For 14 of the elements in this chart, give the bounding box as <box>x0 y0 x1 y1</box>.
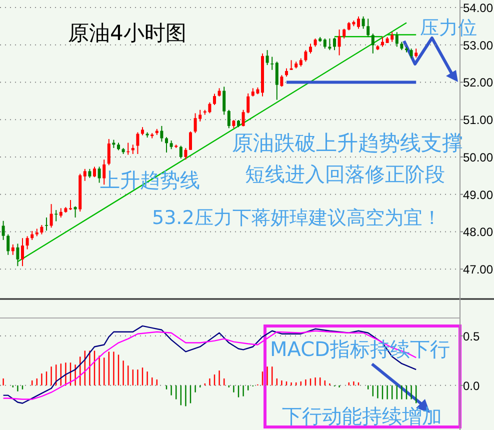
y-tick-label: 0.0 <box>463 378 480 393</box>
y-tick-label: 52.00 <box>463 76 494 90</box>
y-tick-label: 50.00 <box>463 150 494 164</box>
annotation: 短线进入回落修正阶段 <box>245 162 445 186</box>
y-tick-label: 49.00 <box>463 188 494 202</box>
y-tick-label: 0.5 <box>463 329 480 344</box>
annotation: 下行动能持续增加 <box>282 404 442 428</box>
y-tick-label: 48.00 <box>463 225 494 240</box>
y-tick-label: 51.00 <box>463 113 494 128</box>
y-tick-label: 53.00 <box>463 38 494 52</box>
text: 原油4小时图 <box>68 21 186 45</box>
annotation: 53.2压力下蒋妍琸建议高空为宜！ <box>152 207 442 229</box>
y-tick-label: 47.00 <box>463 262 494 277</box>
y-tick-label: 54.00 <box>463 0 494 15</box>
